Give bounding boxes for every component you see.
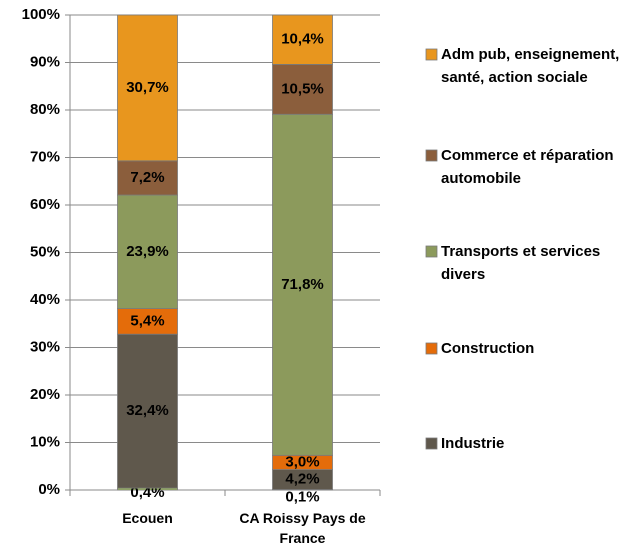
bar-segment <box>117 333 178 489</box>
legend-swatch <box>425 149 438 162</box>
legend-label: Adm pub, enseignement, santé, action soc… <box>441 46 620 86</box>
y-tick-label: 90% <box>30 53 60 70</box>
bar-segment <box>272 113 333 456</box>
y-tick-label: 80% <box>30 101 60 118</box>
y-tick-label: 0% <box>38 481 60 498</box>
x-tick-label: Ecouen <box>122 510 173 526</box>
y-tick-label: 10% <box>30 433 60 450</box>
bar-segment <box>272 14 333 65</box>
data-label: 4,2% <box>285 471 319 488</box>
legend-swatch <box>425 245 438 258</box>
y-tick-label: 40% <box>30 291 60 308</box>
data-label: 30,7% <box>126 79 169 96</box>
y-tick-label: 20% <box>30 386 60 403</box>
x-tick-label: CA Roissy Pays de France <box>239 510 366 546</box>
legend-label: Transports et services divers <box>441 243 601 283</box>
bar-segment <box>117 14 178 162</box>
legend-swatch <box>425 437 438 450</box>
data-label: 3,0% <box>285 453 319 470</box>
legend-label: Industrie <box>441 435 505 452</box>
data-label: 32,4% <box>126 402 169 419</box>
y-tick-label: 100% <box>22 6 60 23</box>
y-tick-label: 60% <box>30 196 60 213</box>
data-label: 10,4% <box>281 31 324 48</box>
legend-label: Construction <box>441 340 535 357</box>
legend-label: Commerce et réparation automobile <box>441 147 614 187</box>
y-tick-label: 70% <box>30 148 60 165</box>
y-tick-label: 30% <box>30 338 60 355</box>
legend-swatch <box>425 48 438 61</box>
legend-swatch <box>425 342 438 355</box>
data-label: 71,8% <box>281 276 324 293</box>
y-tick-label: 50% <box>30 243 60 260</box>
bar-segment <box>272 64 333 115</box>
bar-segment <box>117 160 178 196</box>
data-label: 7,2% <box>130 169 164 186</box>
data-label: 23,9% <box>126 243 169 260</box>
data-label: 10,5% <box>281 80 324 97</box>
data-label: 5,4% <box>130 312 164 329</box>
bar-segment <box>117 194 178 309</box>
data-label: 0,1% <box>285 489 319 506</box>
